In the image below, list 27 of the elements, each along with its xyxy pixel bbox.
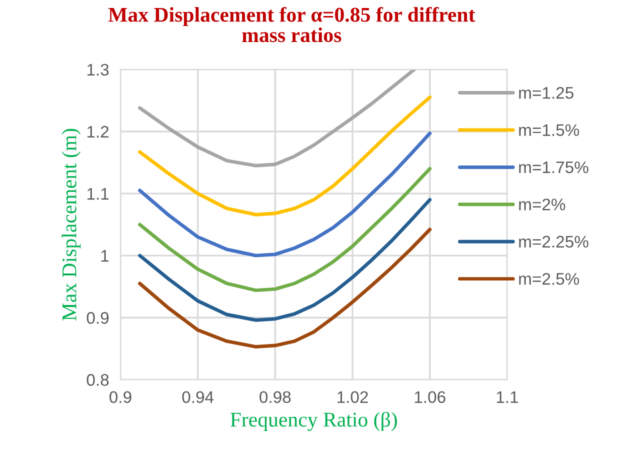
y-tick-label: 0.9 xyxy=(86,312,109,324)
x-tick-label: 0.98 xyxy=(260,391,291,404)
legend-label: m=2% xyxy=(519,198,566,210)
legend-label: m=1.5% xyxy=(519,124,580,136)
x-tick-label: 0.9 xyxy=(110,391,132,404)
x-tick-label: 1.06 xyxy=(414,391,446,404)
x-tick-label: 0.94 xyxy=(182,391,214,404)
legend-label: m=2.5% xyxy=(519,273,580,285)
y-tick-label: 1.2 xyxy=(87,126,109,138)
line-series xyxy=(138,69,416,168)
line-series xyxy=(138,132,432,258)
legend-label: m=2.25% xyxy=(519,236,588,248)
y-tick-label: 1.1 xyxy=(87,188,109,200)
y-tick-label: 1.3 xyxy=(87,64,109,76)
x-tick-label: 1.1 xyxy=(496,391,518,403)
x-axis-title: Frequency Ratio (β) xyxy=(230,412,397,432)
line-series xyxy=(138,198,432,322)
y-axis-title: Max Displacement (m) xyxy=(62,128,81,321)
y-tick-label: 0.8 xyxy=(86,374,109,386)
y-tick-label: 1 xyxy=(101,250,109,262)
line-series xyxy=(138,228,432,349)
legend-label: m=1.25 xyxy=(519,86,574,99)
legend-label: m=1.75% xyxy=(519,161,588,174)
x-tick-label: 1.02 xyxy=(338,391,368,404)
line-series xyxy=(138,166,432,292)
chart-title: Max Displacement for α=0.85 for diffrent mass ratios xyxy=(108,6,476,42)
line-series xyxy=(138,96,432,216)
